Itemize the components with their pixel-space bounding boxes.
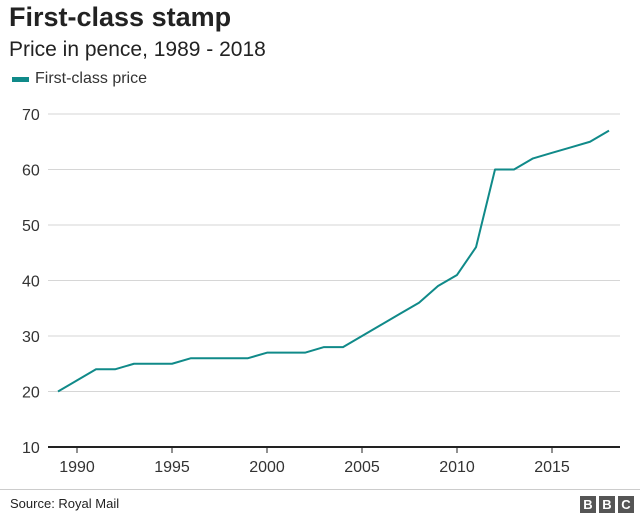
logo-letter: C <box>618 496 634 513</box>
x-tick-label: 2015 <box>534 459 570 476</box>
y-tick-label: 50 <box>22 218 40 235</box>
y-tick-label: 20 <box>22 385 40 402</box>
y-tick-label: 40 <box>22 274 40 291</box>
y-tick-label: 10 <box>22 440 40 457</box>
logo-letter: B <box>599 496 615 513</box>
y-tick-label: 30 <box>22 329 40 346</box>
y-tick-label: 60 <box>22 163 40 180</box>
source-text: Source: Royal Mail <box>10 496 120 511</box>
logo-letter: B <box>580 496 596 513</box>
y-tick-label: 70 <box>22 107 40 124</box>
bbc-logo: B B C <box>580 496 634 513</box>
legend: First-class price <box>12 70 147 88</box>
footer-divider <box>0 489 640 490</box>
x-tick-label: 1995 <box>154 459 190 476</box>
x-tick-label: 2000 <box>249 459 285 476</box>
x-tick-label: 2010 <box>439 459 475 476</box>
legend-label: First-class price <box>35 70 148 87</box>
legend-swatch <box>12 76 29 82</box>
series-line-first-class-price <box>57 129 610 393</box>
chart-subtitle: Price in pence, 1989 - 2018 <box>9 38 266 61</box>
x-tick-label: 2005 <box>344 459 380 476</box>
chart-title: First-class stamp <box>9 2 232 32</box>
x-tick-label: 1990 <box>59 459 95 476</box>
